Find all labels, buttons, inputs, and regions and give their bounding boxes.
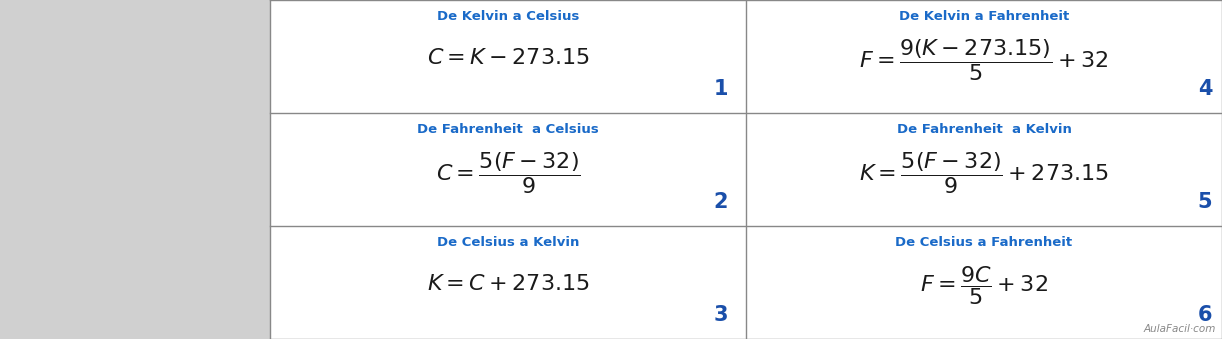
Text: De Fahrenheit  a Celsius: De Fahrenheit a Celsius [417, 123, 599, 136]
Bar [270, 0, 1222, 339]
Text: De Kelvin a Fahrenheit: De Kelvin a Fahrenheit [899, 10, 1069, 23]
Text: $\mathit{C} = \mathit{K} - 273.15$: $\mathit{C} = \mathit{K} - 273.15$ [426, 48, 589, 68]
Text: De Celsius a Kelvin: De Celsius a Kelvin [436, 236, 579, 249]
Text: AulaFacil·com: AulaFacil·com [1144, 324, 1216, 334]
Text: 2: 2 [714, 193, 728, 213]
Text: $\mathit{K} = \dfrac{5(\mathit{F} - 32)}{9} + 273.15$: $\mathit{K} = \dfrac{5(\mathit{F} - 32)}… [859, 150, 1108, 196]
Text: $\mathit{C} = \dfrac{5(\mathit{F} - 32)}{9}$: $\mathit{C} = \dfrac{5(\mathit{F} - 32)}… [436, 150, 580, 196]
Text: De Celsius a Fahrenheit: De Celsius a Fahrenheit [896, 236, 1073, 249]
Text: De Fahrenheit  a Kelvin: De Fahrenheit a Kelvin [897, 123, 1072, 136]
Text: $\mathit{F} = \dfrac{9(\mathit{K} - 273.15)}{5} + 32$: $\mathit{F} = \dfrac{9(\mathit{K} - 273.… [859, 37, 1108, 83]
Text: 4: 4 [1198, 79, 1212, 99]
Bar [0, 0, 270, 339]
Text: 5: 5 [1198, 193, 1212, 213]
Text: 3: 3 [714, 305, 728, 325]
Text: De Kelvin a Celsius: De Kelvin a Celsius [436, 10, 579, 23]
Text: $\mathit{K} = \mathit{C} + 273.15$: $\mathit{K} = \mathit{C} + 273.15$ [426, 274, 589, 294]
Text: 6: 6 [1198, 305, 1212, 325]
Text: 1: 1 [714, 79, 728, 99]
Text: $\mathit{F} = \dfrac{9\mathit{C}}{5} + 32$: $\mathit{F} = \dfrac{9\mathit{C}}{5} + 3… [920, 264, 1048, 307]
